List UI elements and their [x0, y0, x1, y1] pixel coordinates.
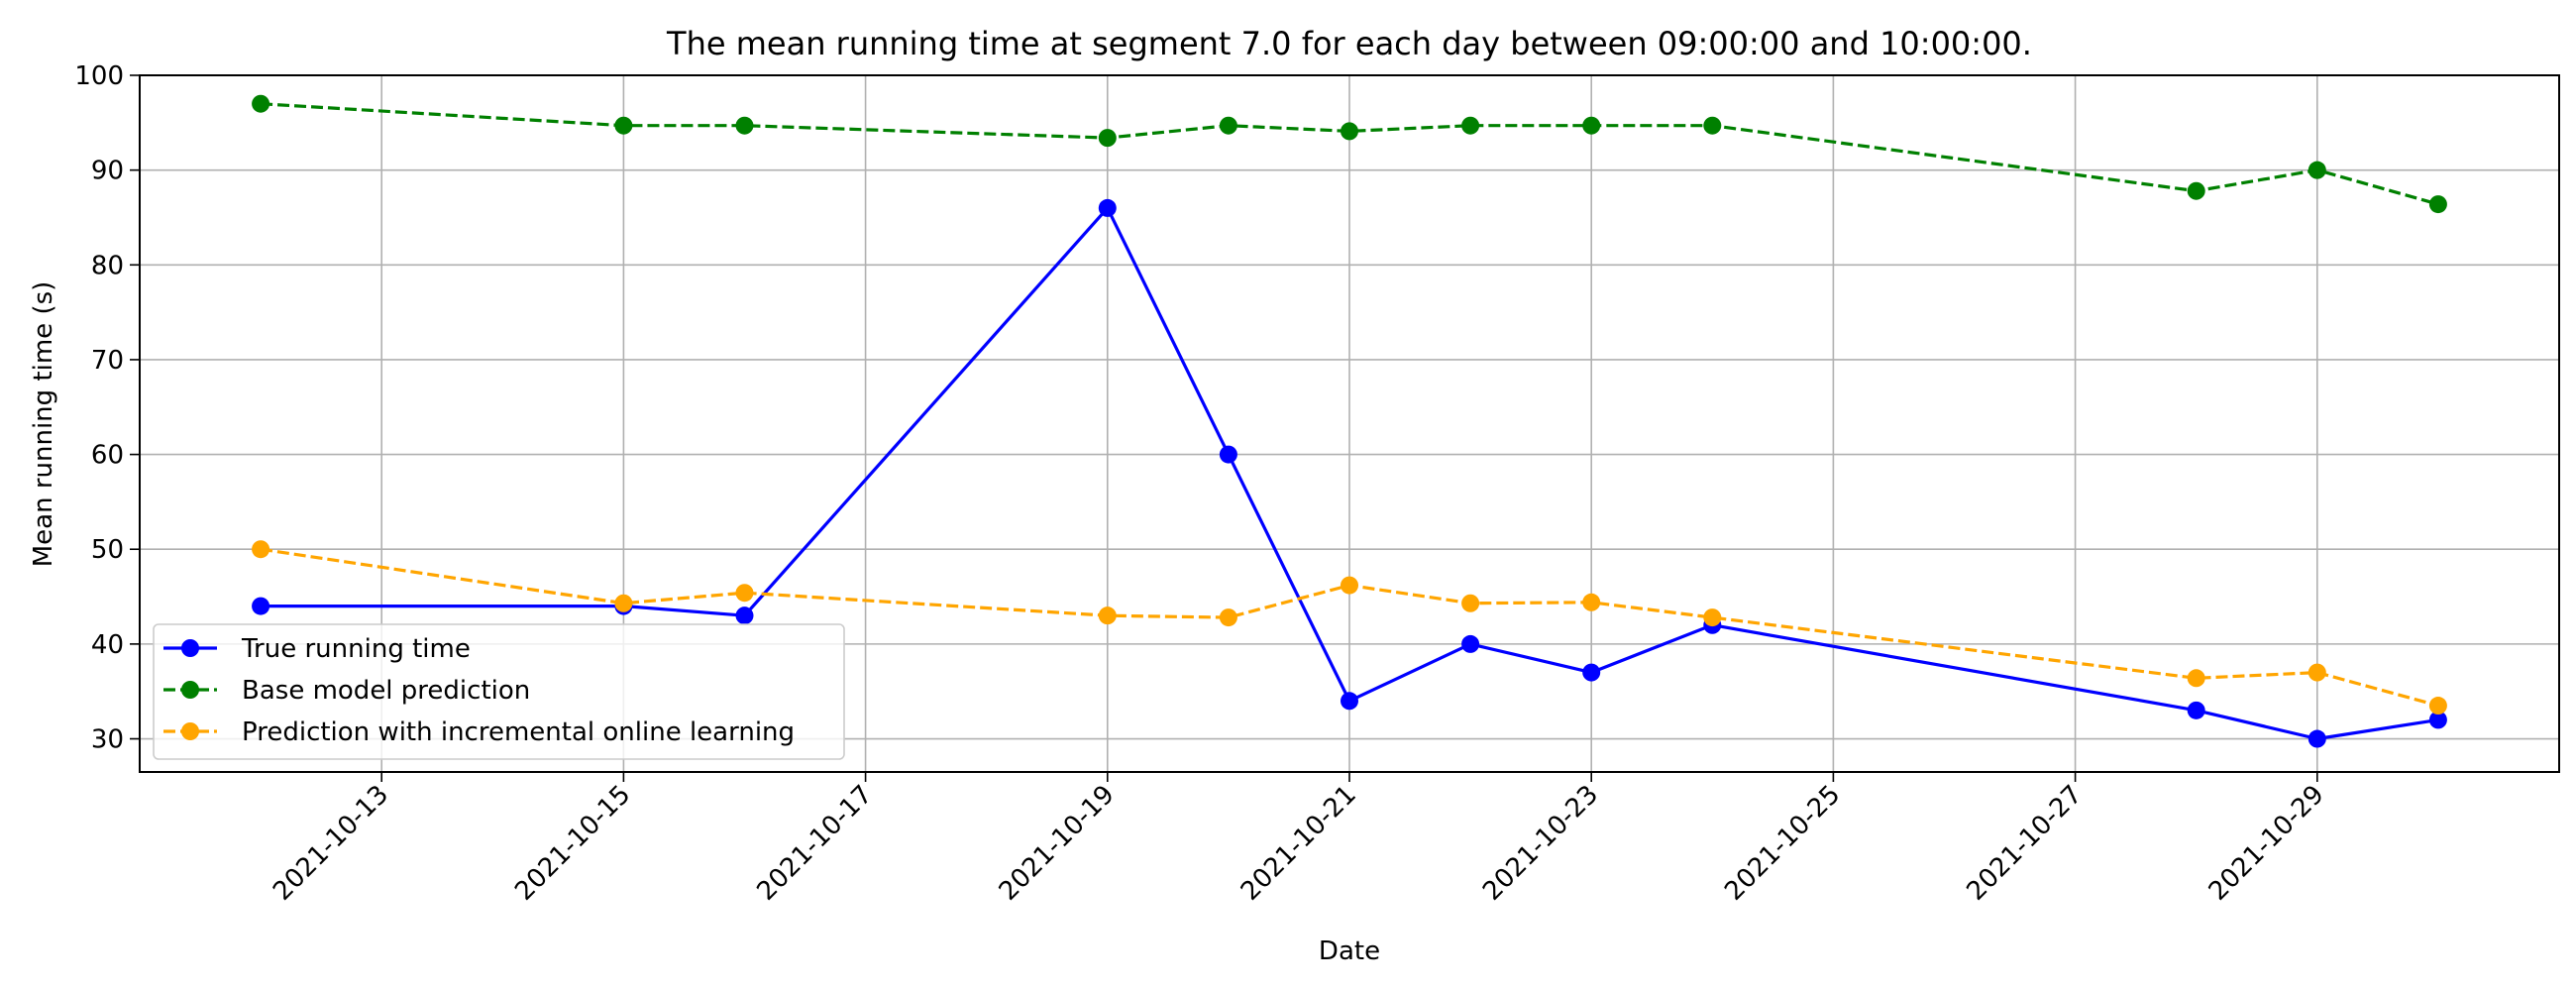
data-point [614, 116, 633, 135]
x-axis-label: Date [1319, 936, 1380, 966]
data-point [1703, 608, 1722, 627]
data-point [735, 584, 754, 603]
data-point [1461, 116, 1480, 135]
series-3 [252, 540, 2447, 716]
x-tick-label: 2021-10-27 [1961, 780, 2088, 907]
data-point [735, 116, 754, 135]
x-tick-label: 2021-10-25 [1719, 780, 1846, 907]
data-point [2428, 697, 2447, 716]
data-point [1341, 576, 1358, 595]
legend-swatch-marker [181, 681, 199, 699]
legend-box [153, 623, 845, 760]
data-point [1219, 445, 1237, 464]
data-point [252, 94, 270, 113]
x-tick-label: 2021-10-21 [1235, 780, 1362, 907]
data-point [2308, 729, 2326, 748]
y-tick-label: 30 [91, 725, 124, 755]
data-point [1582, 593, 1601, 611]
data-point [2187, 669, 2205, 688]
y-tick-label: 80 [91, 251, 124, 280]
legend-swatch-marker [181, 722, 199, 740]
series-line [261, 102, 2439, 206]
y-tick-label: 40 [91, 630, 124, 660]
x-tick-label: 2021-10-13 [268, 780, 394, 907]
data-point [2187, 701, 2205, 719]
y-tick-label: 50 [91, 535, 124, 565]
data-point [1703, 116, 1722, 135]
data-point [614, 594, 633, 612]
data-point [1098, 606, 1117, 625]
data-point [1341, 692, 1358, 711]
data-point [2308, 161, 2326, 179]
y-axis-label: Mean running time (s) [29, 281, 58, 568]
x-tick-label: 2021-10-15 [509, 780, 636, 907]
data-point [2428, 711, 2447, 729]
data-point [252, 597, 270, 615]
series-line [260, 547, 2439, 708]
legend-label: Prediction with incremental online learn… [242, 717, 795, 747]
data-point [1582, 663, 1601, 682]
data-point [1219, 116, 1237, 135]
y-axis: 30 40 50 60 70 80 90 100 [74, 61, 140, 755]
chart-title: The mean running time at segment 7.0 for… [666, 25, 2032, 62]
legend-swatch-marker [181, 639, 199, 657]
x-axis: 2021-10-13 2021-10-15 2021-10-17 2021-10-19… [268, 772, 2330, 907]
x-tick-label: 2021-10-19 [994, 780, 1121, 907]
data-point [735, 606, 754, 625]
data-point [252, 540, 270, 559]
legend-label: Base model prediction [242, 676, 530, 706]
series-layer [252, 94, 2447, 748]
data-point [1582, 116, 1601, 135]
x-tick-label: 2021-10-17 [751, 780, 878, 907]
data-point [1098, 129, 1117, 148]
series-1 [252, 198, 2447, 748]
data-point [2428, 195, 2447, 214]
legend: True running time Base model prediction Pr… [153, 623, 845, 760]
data-point [1461, 594, 1480, 612]
legend-label: True running time [241, 634, 471, 664]
y-tick-label: 60 [91, 441, 124, 471]
y-tick-label: 100 [74, 61, 124, 91]
data-point [1461, 634, 1480, 653]
series-line [261, 206, 2439, 741]
data-point [1341, 122, 1358, 141]
x-tick-label: 2021-10-23 [1477, 780, 1604, 907]
x-tick-label: 2021-10-29 [2203, 780, 2330, 907]
data-point [2308, 663, 2326, 682]
data-point [2187, 181, 2205, 200]
y-tick-label: 70 [91, 346, 124, 376]
data-point [1219, 608, 1237, 627]
data-point [1098, 198, 1117, 217]
y-tick-label: 90 [91, 157, 124, 186]
series-2 [252, 94, 2447, 214]
